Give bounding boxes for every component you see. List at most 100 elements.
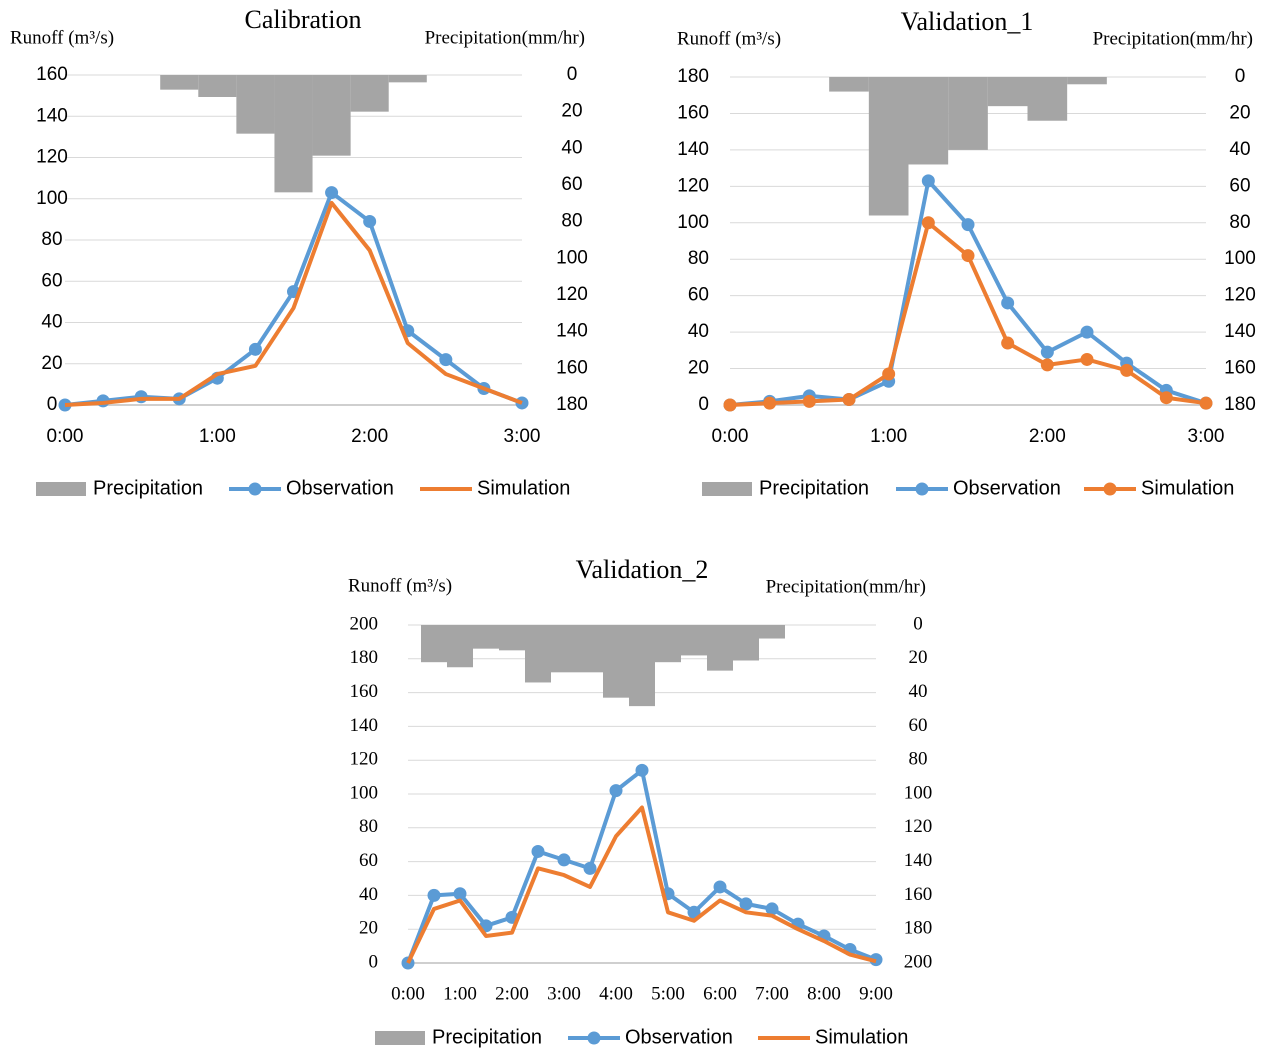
precipitation-bar bbox=[868, 77, 909, 216]
legend-marker bbox=[587, 1031, 601, 1045]
x-tick-label: 3:00 bbox=[547, 983, 581, 1004]
series-marker bbox=[882, 367, 896, 381]
y-tick-label: 100 bbox=[350, 782, 379, 803]
y-axis-title: Runoff (m³/s) bbox=[348, 575, 452, 596]
y2-tick-label: 60 bbox=[1229, 175, 1250, 196]
x-tick-label: 2:00 bbox=[1029, 426, 1066, 447]
y-tick-label: 140 bbox=[350, 715, 379, 736]
y-tick-label: 120 bbox=[350, 749, 379, 770]
y2-tick-label: 120 bbox=[556, 284, 588, 305]
series-marker bbox=[609, 784, 623, 798]
x-tick-label: 9:00 bbox=[859, 983, 893, 1004]
y2-tick-label: 200 bbox=[904, 951, 933, 972]
series-marker bbox=[1199, 396, 1213, 410]
y2-tick-label: 180 bbox=[1224, 394, 1256, 415]
y2-tick-label: 160 bbox=[904, 884, 933, 905]
y2-tick-label: 40 bbox=[909, 681, 928, 702]
precipitation-bar bbox=[421, 625, 447, 663]
y2-tick-label: 80 bbox=[909, 749, 928, 770]
x-tick-label: 3:00 bbox=[504, 426, 541, 447]
legend-marker bbox=[915, 482, 929, 496]
y-tick-label: 60 bbox=[41, 270, 62, 291]
y-tick-label: 0 bbox=[47, 394, 58, 415]
chart-title: Calibration bbox=[245, 5, 362, 34]
precipitation-bar bbox=[629, 625, 655, 707]
precipitation-bar bbox=[1067, 77, 1107, 85]
series-marker bbox=[842, 393, 856, 407]
legend-label: Precipitation bbox=[759, 477, 869, 499]
series-marker bbox=[1001, 296, 1015, 310]
legend-marker bbox=[1103, 482, 1117, 496]
series-marker bbox=[1001, 336, 1015, 350]
y2-tick-label: 80 bbox=[1229, 212, 1250, 233]
y-tick-label: 180 bbox=[677, 66, 709, 87]
precipitation-bar bbox=[499, 625, 525, 651]
x-tick-label: 2:00 bbox=[495, 983, 529, 1004]
series-line bbox=[64, 190, 523, 407]
x-tick-label: 3:00 bbox=[1188, 426, 1225, 447]
series-marker bbox=[453, 887, 467, 901]
y2-axis-title: Precipitation(mm/hr) bbox=[425, 27, 585, 48]
y2-tick-label: 20 bbox=[909, 647, 928, 668]
precipitation-bar bbox=[577, 625, 603, 673]
series-marker bbox=[531, 844, 545, 858]
legend-label: Precipitation bbox=[93, 477, 203, 499]
legend-label: Observation bbox=[953, 477, 1061, 499]
precipitation-bar bbox=[733, 625, 759, 661]
series-marker bbox=[583, 861, 597, 875]
y-tick-label: 20 bbox=[359, 918, 378, 939]
y2-tick-label: 160 bbox=[556, 357, 588, 378]
precipitation-bar bbox=[236, 75, 275, 134]
series-marker bbox=[248, 342, 262, 356]
precipitation-bar bbox=[829, 77, 869, 92]
precipitation-bar bbox=[603, 625, 629, 698]
y-tick-label: 0 bbox=[698, 394, 709, 415]
y2-tick-label: 100 bbox=[1224, 248, 1256, 269]
y-tick-label: 180 bbox=[350, 647, 379, 668]
precipitation-bar bbox=[473, 625, 499, 649]
legend-label: Precipitation bbox=[432, 1026, 542, 1048]
series-marker bbox=[713, 880, 727, 894]
series-line bbox=[729, 178, 1207, 407]
precipitation-bar bbox=[447, 625, 473, 668]
series-marker bbox=[1120, 363, 1134, 377]
y-tick-label: 40 bbox=[41, 312, 62, 333]
y-tick-label: 40 bbox=[688, 321, 709, 342]
y-tick-label: 120 bbox=[36, 147, 68, 168]
series-marker bbox=[1040, 345, 1054, 359]
y-tick-label: 40 bbox=[359, 884, 378, 905]
x-tick-label: 0:00 bbox=[47, 426, 84, 447]
precipitation-bar bbox=[160, 75, 199, 90]
legend-label: Simulation bbox=[1141, 477, 1234, 499]
series-marker bbox=[1080, 325, 1094, 339]
chart-title: Validation_2 bbox=[576, 555, 709, 584]
series-marker bbox=[635, 763, 649, 777]
legend-label: Observation bbox=[286, 477, 394, 499]
y2-tick-label: 60 bbox=[909, 715, 928, 736]
x-tick-label: 4:00 bbox=[599, 983, 633, 1004]
series-marker bbox=[557, 853, 571, 867]
y-tick-label: 160 bbox=[677, 102, 709, 123]
y-tick-label: 20 bbox=[688, 358, 709, 379]
series-marker bbox=[687, 905, 701, 919]
y-tick-label: 140 bbox=[36, 105, 68, 126]
y2-tick-label: 0 bbox=[1235, 66, 1246, 87]
y-tick-label: 0 bbox=[369, 951, 379, 972]
y2-tick-label: 60 bbox=[561, 174, 582, 195]
x-tick-label: 7:00 bbox=[755, 983, 789, 1004]
y2-axis-title: Precipitation(mm/hr) bbox=[766, 576, 926, 597]
x-tick-label: 0:00 bbox=[712, 426, 749, 447]
y2-tick-label: 160 bbox=[1224, 358, 1256, 379]
y-tick-label: 100 bbox=[36, 188, 68, 209]
y-tick-label: 80 bbox=[359, 816, 378, 837]
series-marker bbox=[1040, 358, 1054, 372]
y2-tick-label: 80 bbox=[561, 211, 582, 232]
y-tick-label: 120 bbox=[677, 175, 709, 196]
series-marker bbox=[1080, 352, 1094, 366]
series-marker bbox=[739, 897, 753, 911]
y-tick-label: 60 bbox=[359, 850, 378, 871]
x-tick-label: 0:00 bbox=[391, 983, 425, 1004]
y-axis-title: Runoff (m³/s) bbox=[677, 28, 781, 49]
